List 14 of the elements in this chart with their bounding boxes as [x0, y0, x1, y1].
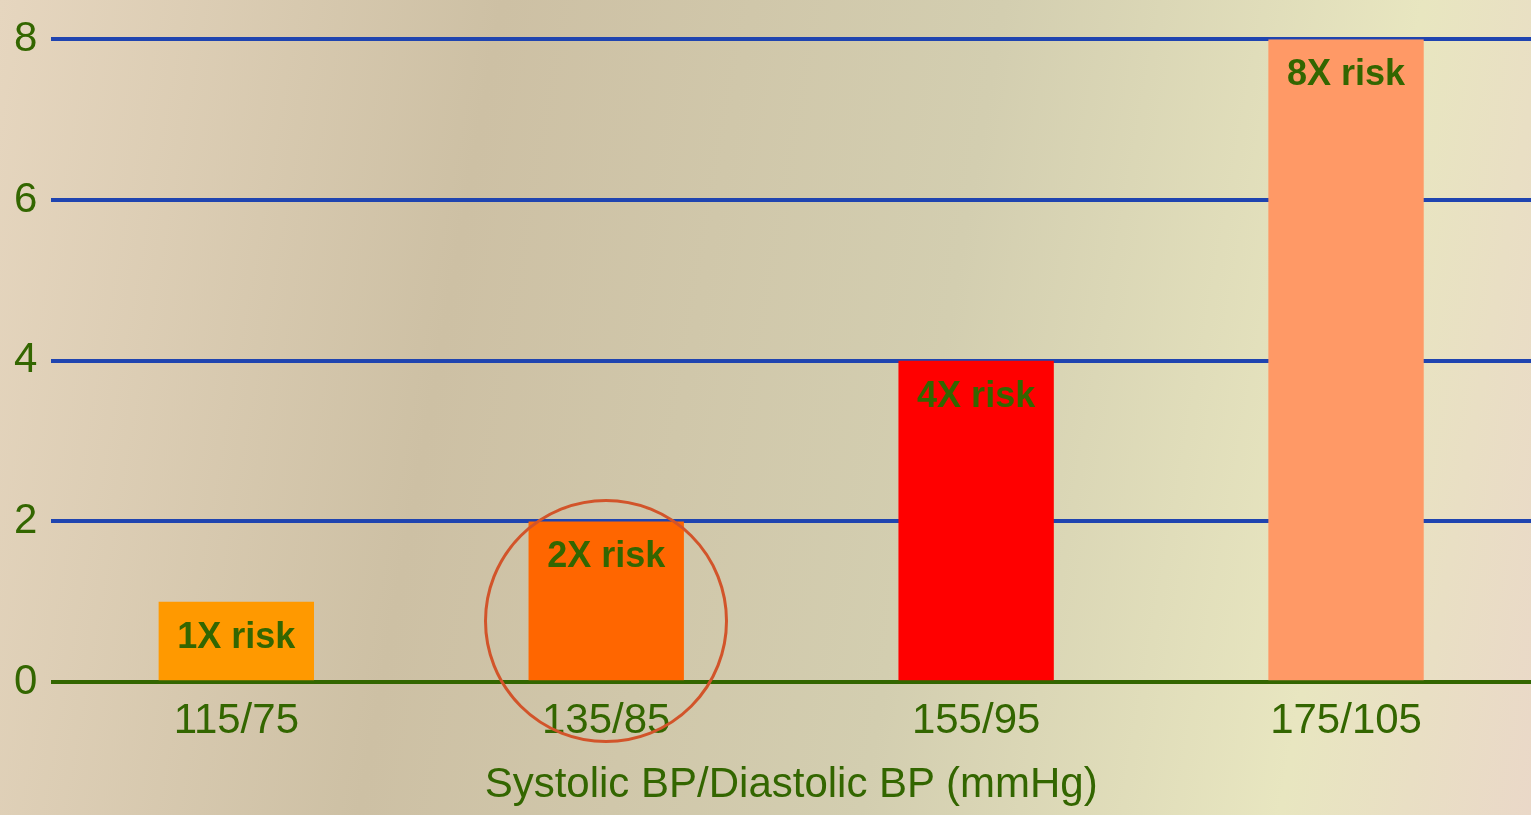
data-label: 8X risk	[1287, 52, 1407, 94]
y-tick-label: 6	[14, 173, 38, 221]
y-tick-label: 4	[14, 334, 38, 382]
data-label: 2X risk	[547, 534, 667, 576]
data-label: 1X risk	[177, 614, 297, 656]
x-tick-label: 155/95	[911, 694, 1041, 742]
y-tick-label: 2	[14, 495, 38, 543]
x-tick-label: 115/75	[173, 694, 299, 742]
y-tick-label: 8	[14, 12, 38, 60]
x-tick-label: 135/85	[541, 694, 671, 742]
x-tick-label: 175/105	[1270, 694, 1422, 742]
data-label: 4X risk	[917, 373, 1037, 415]
x-axis-title: Systolic BP/Diastolic BP (mmHg)	[484, 759, 1098, 807]
y-tick-label: 0	[14, 655, 38, 703]
